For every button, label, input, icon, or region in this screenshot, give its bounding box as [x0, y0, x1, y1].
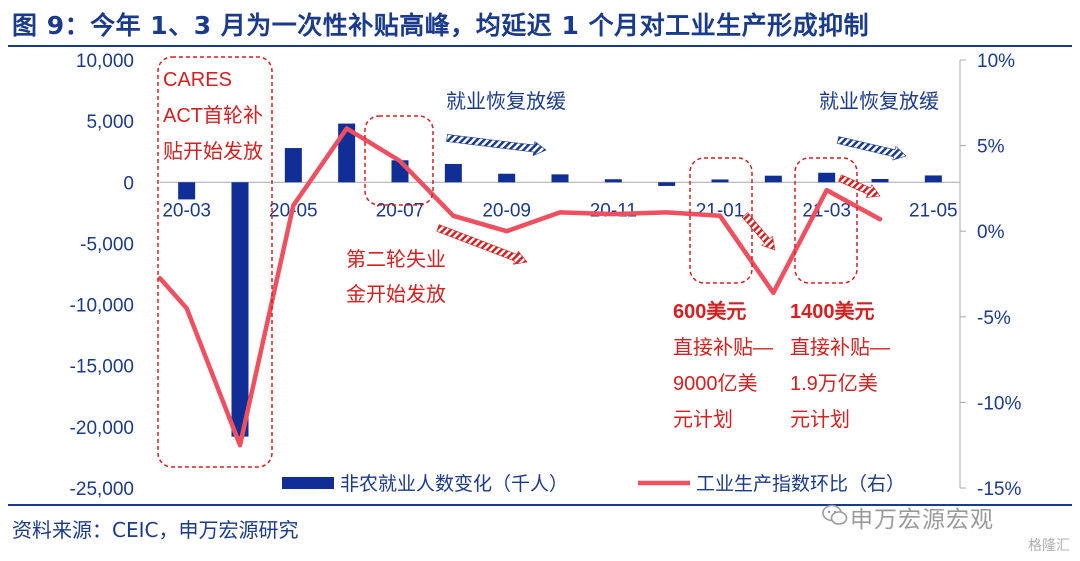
- second-round-annotation: 金开始发放: [346, 283, 446, 306]
- bar: [871, 178, 889, 183]
- bar: [231, 182, 249, 437]
- annotation-boxes-layer: [157, 56, 858, 468]
- x-tick-label: 20-09: [482, 200, 531, 221]
- y-right-tick-label: -5%: [977, 308, 1011, 329]
- mar-subsidy-annotation: 1400美元: [790, 299, 875, 323]
- legend-swatch-bars: [282, 477, 334, 489]
- bar: [924, 175, 942, 183]
- legend: 非农就业人数变化（千人） 工业生产指数环比（右）: [282, 473, 905, 495]
- annotation-box: [794, 157, 858, 284]
- corner-logo: 格隆汇: [1028, 538, 1070, 554]
- bar: [711, 179, 729, 183]
- x-tick-label: 20-11: [590, 200, 637, 221]
- axes-layer: 10,000 5,000 0 -5,000 -10,000 -15,000 -20,000 -…: [70, 51, 1022, 500]
- bar: [818, 172, 836, 183]
- y-right-tick-label: 0%: [977, 222, 1005, 243]
- mar-subsidy-annotation: 1.9万亿美: [790, 372, 878, 395]
- y-right-tick-label: -15%: [977, 479, 1021, 500]
- legend-label-bars: 非农就业人数变化（千人）: [340, 473, 568, 495]
- figure-title: 图 9：今年 1、3 月为一次性补贴高峰，均延迟 1 个月对工业生产形成抑制: [12, 11, 870, 40]
- chart: 10,000 5,000 0 -5,000 -10,000 -15,000 -20,000 -…: [70, 51, 1022, 500]
- recovery-annotation-right: 就业恢复放缓: [819, 90, 939, 113]
- annotation-arrows-layer: [436, 134, 907, 265]
- cares-annotation: 贴开始发放: [163, 140, 263, 163]
- bar: [658, 182, 676, 186]
- second-round-arrow: [436, 224, 528, 265]
- y-right-tick-label: -10%: [977, 393, 1021, 414]
- annotation-box: [689, 157, 753, 284]
- jan-subsidy-arrow: [741, 212, 776, 251]
- cares-annotation: ACT首轮补: [163, 104, 263, 127]
- jan-subsidy-annotation: 600美元: [673, 299, 746, 323]
- y-left-tick-label: -15,000: [70, 357, 134, 378]
- bar: [764, 175, 782, 183]
- jan-subsidy-annotation: 9000亿美: [673, 372, 758, 395]
- bar: [498, 173, 516, 183]
- cares-annotation: CARES: [163, 69, 232, 91]
- annotation-box: [157, 56, 273, 468]
- bar: [551, 174, 569, 183]
- title-rule: [8, 45, 1072, 47]
- line-layer: [157, 126, 883, 448]
- legend-label-line: 工业生产指数环比（右）: [696, 473, 905, 495]
- second-round-annotation: 第二轮失业: [346, 248, 446, 271]
- bar: [604, 179, 622, 183]
- annotation-box: [364, 115, 434, 206]
- y-left-tick-label: -25,000: [70, 479, 134, 500]
- bar: [284, 148, 302, 183]
- y-left-tick-label: 5,000: [86, 112, 134, 133]
- recovery-arrow-right: [836, 136, 907, 161]
- jan-subsidy-annotation: 直接补贴—: [673, 336, 773, 359]
- mar-subsidy-annotation: 直接补贴—: [790, 336, 890, 359]
- y-left-tick-label: 10,000: [76, 51, 134, 72]
- y-left-tick-label: -5,000: [80, 234, 134, 255]
- bar: [178, 182, 196, 200]
- x-tick-label: 20-07: [376, 200, 425, 221]
- mar-subsidy-annotation: 元计划: [790, 408, 850, 431]
- x-tick-label: 21-05: [909, 200, 958, 221]
- watermark: 申万宏源宏观: [850, 507, 994, 533]
- source-note: 资料来源：CEIC，申万宏源研究: [12, 518, 299, 542]
- footer-rule: [8, 504, 1072, 506]
- bar: [444, 163, 462, 183]
- mar-subsidy-arrow: [838, 174, 881, 198]
- y-left-tick-label: -20,000: [70, 418, 134, 439]
- recovery-arrow-left: [446, 134, 547, 156]
- wechat-icon: [822, 504, 848, 525]
- y-left-tick-label: 0: [123, 173, 134, 194]
- series-line: [157, 126, 883, 448]
- recovery-annotation-left: 就业恢复放缓: [446, 90, 566, 113]
- y-left-tick-label: -10,000: [70, 296, 134, 317]
- x-tick-label: 20-03: [162, 200, 211, 221]
- jan-subsidy-annotation: 元计划: [673, 408, 733, 431]
- y-right-tick-label: 10%: [977, 51, 1015, 72]
- y-right-tick-label: 5%: [977, 137, 1005, 158]
